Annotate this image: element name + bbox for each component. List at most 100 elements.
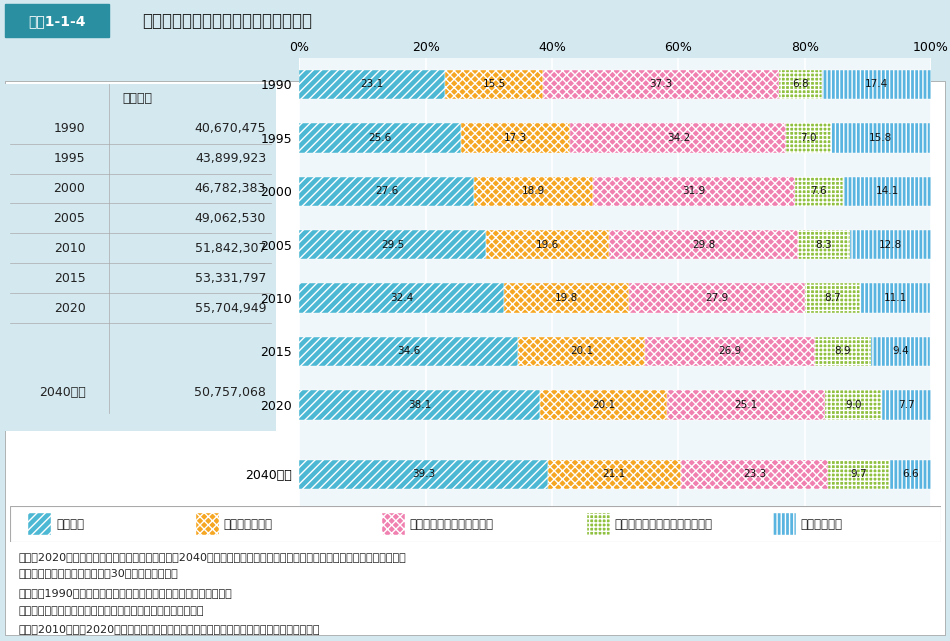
Bar — [850, 230, 931, 260]
FancyBboxPatch shape — [28, 513, 51, 535]
Text: 2010: 2010 — [54, 242, 86, 255]
Text: 9.4: 9.4 — [892, 347, 909, 356]
Text: 32.4: 32.4 — [390, 293, 413, 303]
Bar — [570, 123, 787, 153]
Bar — [474, 176, 593, 206]
Text: 8.7: 8.7 — [825, 293, 841, 303]
Text: ひとり親と子どもから成る世帯: ひとり親と子どもから成る世帯 — [615, 517, 712, 531]
Text: 43,899,923: 43,899,923 — [195, 152, 266, 165]
Text: 14.1: 14.1 — [876, 187, 899, 196]
Text: 12.8: 12.8 — [879, 240, 902, 249]
Text: 50,757,068: 50,757,068 — [194, 386, 266, 399]
Bar — [871, 337, 930, 366]
Text: 2015: 2015 — [54, 272, 86, 285]
Text: 23.1: 23.1 — [361, 79, 384, 89]
Text: 49,062,530: 49,062,530 — [195, 212, 266, 225]
Bar — [787, 123, 830, 153]
Text: 29.8: 29.8 — [692, 240, 715, 249]
Text: 19.8: 19.8 — [555, 293, 579, 303]
Text: 計（全国推計）」（平成30年推計）による。: 計（全国推計）」（平成30年推計）による。 — [19, 569, 179, 578]
Text: 20.1: 20.1 — [592, 400, 615, 410]
Text: 25.6: 25.6 — [369, 133, 391, 143]
Bar — [299, 460, 547, 489]
Text: 7.0: 7.0 — [800, 133, 817, 143]
Bar — [299, 70, 446, 99]
Bar — [779, 70, 822, 99]
Text: 8.3: 8.3 — [816, 240, 832, 249]
Bar — [883, 390, 931, 420]
Bar — [815, 337, 871, 366]
Bar — [485, 230, 610, 260]
Text: 8.9: 8.9 — [834, 347, 851, 356]
FancyBboxPatch shape — [5, 4, 109, 37]
FancyBboxPatch shape — [5, 83, 276, 431]
Text: 7.7: 7.7 — [899, 400, 915, 410]
Text: 55,704,949: 55,704,949 — [195, 302, 266, 315]
Bar — [547, 460, 681, 489]
Bar — [667, 390, 826, 420]
Text: 29.5: 29.5 — [381, 240, 404, 249]
Text: 2010年から2020年における割合は、世帯の家族類型「不詳」を除いて算出している。: 2010年から2020年における割合は、世帯の家族類型「不詳」を除いて算出してい… — [19, 624, 320, 634]
Text: 世帯総数・世帯類型の構成割合の推移: 世帯総数・世帯類型の構成割合の推移 — [142, 12, 313, 30]
Text: 図表1-1-4: 図表1-1-4 — [28, 14, 86, 28]
Text: 17.3: 17.3 — [504, 133, 527, 143]
Text: 20.1: 20.1 — [570, 347, 593, 356]
Bar — [830, 123, 930, 153]
Bar — [518, 337, 645, 366]
Text: 51,842,307: 51,842,307 — [195, 242, 266, 255]
Text: 19.6: 19.6 — [536, 240, 560, 249]
Bar — [299, 337, 518, 366]
Bar — [299, 390, 540, 420]
Bar — [794, 176, 843, 206]
Bar — [610, 230, 798, 260]
Bar — [889, 460, 931, 489]
Text: 27.6: 27.6 — [375, 187, 398, 196]
Bar — [681, 460, 828, 489]
Text: 17.4: 17.4 — [865, 79, 888, 89]
FancyBboxPatch shape — [773, 513, 796, 535]
Text: 2005: 2005 — [53, 212, 86, 225]
FancyBboxPatch shape — [196, 513, 218, 535]
Bar — [826, 390, 883, 420]
Text: 9.0: 9.0 — [846, 400, 863, 410]
Bar — [299, 123, 461, 153]
FancyBboxPatch shape — [382, 513, 406, 535]
Bar — [504, 283, 629, 313]
Text: 6.8: 6.8 — [792, 79, 808, 89]
Text: 1990: 1990 — [54, 122, 86, 135]
Bar — [461, 123, 570, 153]
Bar — [828, 460, 889, 489]
Text: 18.9: 18.9 — [522, 187, 545, 196]
Text: 37.3: 37.3 — [649, 79, 673, 89]
Text: （注）　1990年は、「世帯の家族類型」旧分類区分に基づき集計。: （注） 1990年は、「世帯の家族類型」旧分類区分に基づき集計。 — [19, 588, 233, 598]
Bar — [843, 176, 932, 206]
Text: 40,670,475: 40,670,475 — [195, 122, 266, 135]
Text: 6.6: 6.6 — [902, 469, 919, 479]
Text: 9.7: 9.7 — [850, 469, 867, 479]
Text: 2000: 2000 — [53, 182, 86, 195]
Text: 53,331,797: 53,331,797 — [195, 272, 266, 285]
Bar — [806, 283, 861, 313]
Text: 26.9: 26.9 — [718, 347, 741, 356]
Text: 25.1: 25.1 — [734, 400, 758, 410]
FancyBboxPatch shape — [5, 81, 945, 635]
Bar — [299, 283, 504, 313]
Bar — [645, 337, 815, 366]
Text: 世帯総数: 世帯総数 — [123, 92, 153, 105]
Text: 資料：2020年までは総務省統計局「国勢調査」、2040年推計値は国立社会保障・人口問題研究所「日本の世帯数の将来推: 資料：2020年までは総務省統計局「国勢調査」、2040年推計値は国立社会保障・… — [19, 551, 407, 562]
Text: 11.1: 11.1 — [884, 293, 907, 303]
Bar — [629, 283, 806, 313]
Text: 34.2: 34.2 — [667, 133, 690, 143]
Text: 15.5: 15.5 — [483, 79, 505, 89]
Bar — [798, 230, 850, 260]
Text: 23.3: 23.3 — [743, 469, 766, 479]
Text: 7.6: 7.6 — [810, 187, 826, 196]
Text: 39.3: 39.3 — [411, 469, 435, 479]
FancyBboxPatch shape — [587, 513, 610, 535]
Bar — [861, 283, 930, 313]
Text: 34.6: 34.6 — [397, 347, 420, 356]
Text: 31.9: 31.9 — [682, 187, 706, 196]
Text: 世帯類型における「子ども」は、成年の子も含まれる。: 世帯類型における「子ども」は、成年の子も含まれる。 — [19, 606, 204, 616]
Text: 27.9: 27.9 — [706, 293, 729, 303]
Bar — [822, 70, 932, 99]
